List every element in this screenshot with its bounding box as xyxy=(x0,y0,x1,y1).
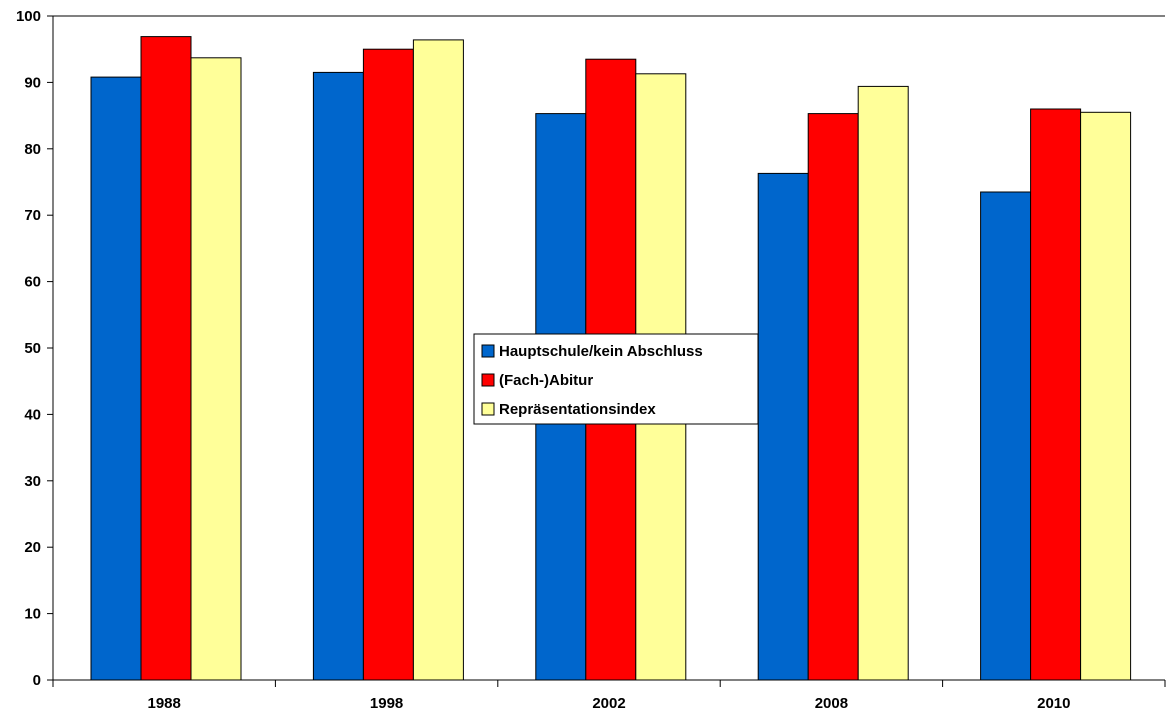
y-tick-label-10: 10 xyxy=(24,606,41,623)
y-tick-label-40: 40 xyxy=(24,406,41,423)
y-tick-label-0: 0 xyxy=(33,672,41,689)
bar-1988-series-2 xyxy=(140,36,192,681)
bar-2008-series-1 xyxy=(757,172,809,681)
x-tick-label-2010: 2010 xyxy=(1037,695,1070,712)
axes-layer: 0 10 20 30 40 50 60 70 80 90 100 1988 1998 2002 2008 20… xyxy=(16,8,1166,712)
legend-swatch-3 xyxy=(481,402,495,416)
y-tick-label-100: 100 xyxy=(16,8,41,25)
y-tick-label-30: 30 xyxy=(24,473,41,490)
y-tick-label-80: 80 xyxy=(24,141,41,158)
x-tick-label-1998: 1998 xyxy=(370,695,403,712)
y-tick-label-90: 90 xyxy=(24,74,41,91)
y-tick-label-20: 20 xyxy=(24,539,41,556)
y-tick-label-70: 70 xyxy=(24,207,41,224)
legend-swatch-1 xyxy=(481,344,495,358)
x-tick-label-1988: 1988 xyxy=(148,695,181,712)
x-tick-label-2008: 2008 xyxy=(815,695,848,712)
bar-2010-series-3 xyxy=(1080,111,1132,681)
legend-swatch-2 xyxy=(481,373,495,387)
x-tick-label-2002: 2002 xyxy=(592,695,625,712)
legend-label-3: Repräsentationsindex xyxy=(499,401,656,418)
bar-1988-series-1 xyxy=(90,76,142,681)
y-tick-label-60: 60 xyxy=(24,274,41,291)
bar-2010-series-1 xyxy=(980,191,1032,681)
legend-box xyxy=(473,333,759,425)
legend-label-1: Hauptschule/kein Abschluss xyxy=(499,343,703,360)
y-tick-label-50: 50 xyxy=(24,340,41,357)
legend: Hauptschule/kein Abschluss (Fach-)Abitur R… xyxy=(473,333,759,425)
bar-1988-series-3 xyxy=(190,57,242,681)
bar-2008-series-2 xyxy=(807,113,859,681)
bar-1998-series-1 xyxy=(312,71,364,681)
legend-label-2: (Fach-)Abitur xyxy=(499,372,593,389)
bar-1998-series-3 xyxy=(412,39,464,681)
bar-1998-series-2 xyxy=(362,48,414,681)
bar-2010-series-2 xyxy=(1030,108,1082,681)
bar-2008-series-3 xyxy=(857,85,909,681)
